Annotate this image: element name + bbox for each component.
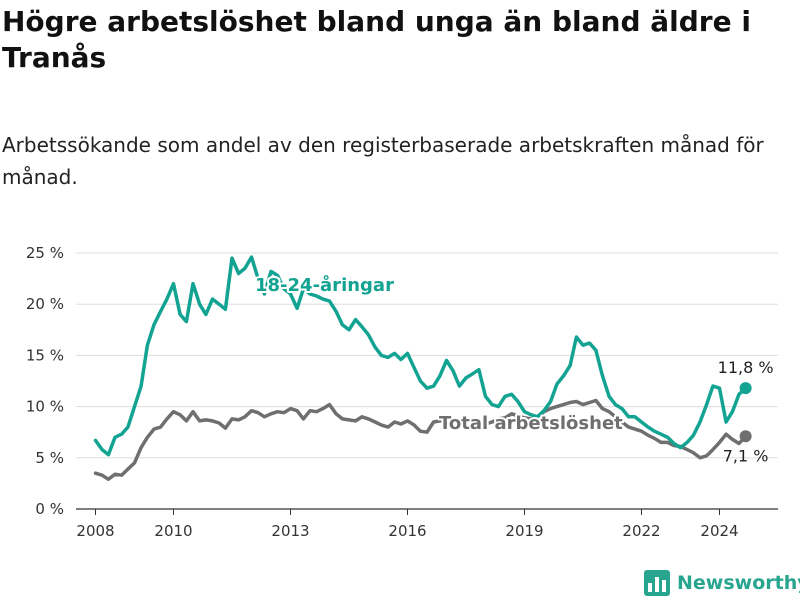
series-labels: 18-24-åringar Total arbetslöshet 11,8 % 7,1… xyxy=(253,272,774,465)
x-tick-label: 2013 xyxy=(271,522,309,540)
y-tick-label: 0 % xyxy=(35,500,64,518)
endpoint-youth xyxy=(739,382,752,395)
x-tick-label: 2008 xyxy=(76,522,114,540)
y-tick-label: 25 % xyxy=(26,244,64,262)
chart-title: Högre arbetslöshet bland unga än bland ä… xyxy=(2,5,751,74)
chart-subtitle: Arbetssökande som andel av den registerb… xyxy=(2,133,764,189)
end-label-youth: 11,8 % xyxy=(718,358,774,377)
bar-chart-logo-icon xyxy=(644,570,670,596)
series-line-youth xyxy=(93,255,748,457)
y-tick-label: 20 % xyxy=(26,295,64,313)
end-label-total: 7,1 % xyxy=(723,446,769,465)
y-tick-label: 5 % xyxy=(35,449,64,467)
x-tick-label: 2016 xyxy=(388,522,426,540)
x-tick-label: 2024 xyxy=(700,522,738,540)
endpoint-total xyxy=(739,430,752,443)
series-label-youth: 18-24-åringar xyxy=(255,274,394,296)
x-tick-label: 2022 xyxy=(622,522,660,540)
grid-lines xyxy=(76,252,778,459)
y-tick-label: 10 % xyxy=(26,398,64,416)
x-axis-ticks: 2008 2010 2013 2016 2019 2022 2024 xyxy=(76,509,739,540)
series-label-total: Total arbetslöshet xyxy=(439,413,623,434)
series-lines xyxy=(93,255,752,482)
brand-name: Newsworthy xyxy=(677,572,800,594)
y-axis-ticks: 0 % 5 % 10 % 15 % 20 % 25 % xyxy=(26,244,64,518)
series-line-total xyxy=(93,398,748,482)
x-tick-label: 2019 xyxy=(505,522,543,540)
newsworthy-logo[interactable]: Newsworthy xyxy=(644,568,800,598)
x-tick-label: 2010 xyxy=(154,522,192,540)
y-tick-label: 15 % xyxy=(26,346,64,364)
